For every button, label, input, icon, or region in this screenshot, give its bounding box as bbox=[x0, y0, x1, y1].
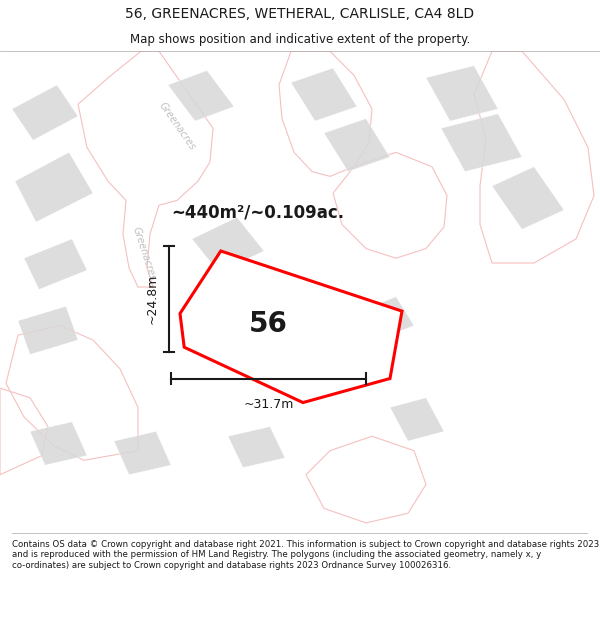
Polygon shape bbox=[30, 422, 87, 465]
Polygon shape bbox=[24, 239, 87, 289]
Polygon shape bbox=[192, 217, 264, 272]
Polygon shape bbox=[441, 114, 522, 171]
Polygon shape bbox=[426, 66, 498, 121]
Polygon shape bbox=[237, 278, 294, 328]
Text: ~24.8m: ~24.8m bbox=[145, 274, 158, 324]
Polygon shape bbox=[180, 251, 402, 402]
Polygon shape bbox=[15, 152, 93, 222]
Polygon shape bbox=[12, 85, 78, 140]
Text: 56, GREENACRES, WETHERAL, CARLISLE, CA4 8LD: 56, GREENACRES, WETHERAL, CARLISLE, CA4 … bbox=[125, 8, 475, 21]
Polygon shape bbox=[18, 306, 78, 354]
Text: ~440m²/~0.109ac.: ~440m²/~0.109ac. bbox=[172, 204, 344, 221]
Text: Map shows position and indicative extent of the property.: Map shows position and indicative extent… bbox=[130, 34, 470, 46]
Polygon shape bbox=[114, 431, 171, 475]
Polygon shape bbox=[291, 68, 357, 121]
Text: 56: 56 bbox=[248, 311, 287, 338]
Polygon shape bbox=[360, 297, 414, 340]
Polygon shape bbox=[492, 167, 564, 229]
Text: Contains OS data © Crown copyright and database right 2021. This information is : Contains OS data © Crown copyright and d… bbox=[12, 540, 599, 570]
Polygon shape bbox=[390, 398, 444, 441]
Polygon shape bbox=[168, 71, 234, 121]
Polygon shape bbox=[324, 119, 390, 171]
Text: Greenacres: Greenacres bbox=[157, 100, 197, 152]
Text: Greenacres: Greenacres bbox=[131, 225, 157, 282]
Polygon shape bbox=[228, 427, 285, 468]
Text: ~31.7m: ~31.7m bbox=[244, 399, 293, 411]
